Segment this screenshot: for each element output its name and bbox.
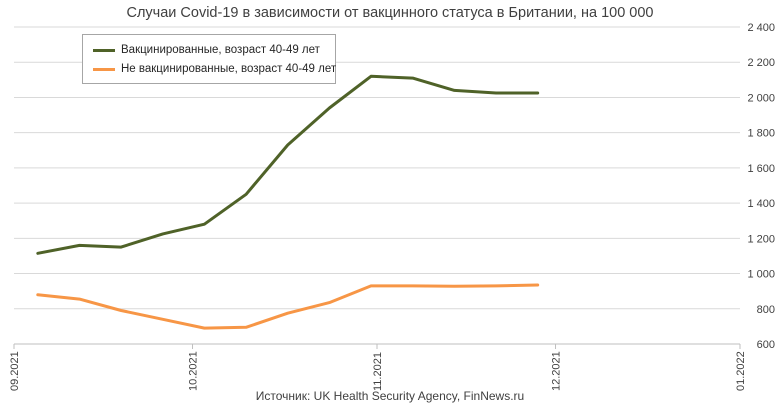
y-tick-label: 2 200 (747, 57, 775, 69)
series-lines (36, 74, 540, 330)
y-tick-label: 1 600 (747, 163, 775, 175)
legend-item-unvaccinated: Не вакцинированные, возраст 40-49 лет (93, 61, 336, 77)
series-line-vaccinated (36, 74, 540, 255)
series-line-unvaccinated (36, 283, 540, 330)
y-tick-label: 800 (757, 304, 775, 316)
x-tick-label: 01.2022 (735, 351, 747, 391)
source-note: Источник: UK Health Security Agency, Fin… (255, 389, 525, 403)
legend-label-unvaccinated: Не вакцинированные, возраст 40-49 лет (121, 63, 337, 75)
x-tick-label: 09.2021 (9, 351, 21, 391)
legend-label-vaccinated: Вакцинированные, возраст 40-49 лет (121, 44, 320, 56)
y-tick-label: 1 800 (747, 128, 775, 140)
y-tick-label: 2 000 (747, 92, 775, 104)
y-tick-label: 1 400 (747, 198, 775, 210)
y-tick-label: 1 000 (747, 269, 775, 281)
legend-item-vaccinated: Вакцинированные, возраст 40-49 лет (93, 42, 320, 58)
x-tick-label: 10.2021 (188, 351, 200, 391)
gridlines (14, 26, 740, 310)
x-tick-label: 12.2021 (551, 351, 563, 391)
legend-swatch-unvaccinated (93, 67, 115, 71)
x-tick-label: 11.2021 (372, 352, 384, 391)
legend-swatch-vaccinated (93, 48, 115, 52)
y-tick-label: 1 200 (747, 233, 775, 245)
y-tick-label: 600 (757, 339, 775, 351)
chart-title: Случаи Covid-19 в зависимости от вакцинн… (126, 5, 654, 21)
legend: Вакцинированные, возраст 40-49 лет Не ва… (82, 34, 336, 84)
x-tick-labels: 09.2021 10.2021 11.2021 12.2021 01.2022 (9, 344, 747, 391)
y-tick-label: 2 400 (747, 22, 775, 34)
y-tick-labels: 600 800 1 000 1 200 1 400 1 600 1 800 2 000 2 20… (747, 22, 775, 351)
